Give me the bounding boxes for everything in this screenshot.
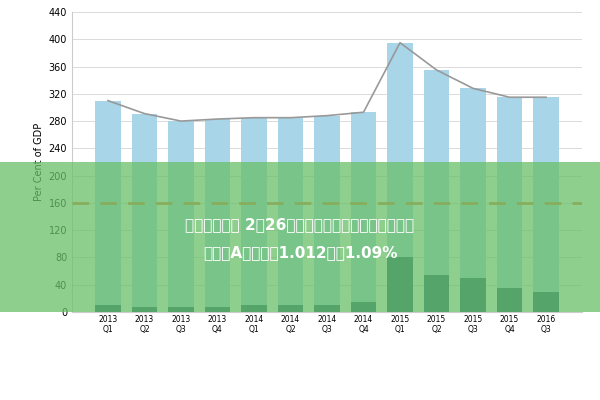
Text: 黄金配资门户 2月26日基金净値：泉果思源三年持有: 黄金配资门户 2月26日基金净値：泉果思源三年持有 bbox=[185, 218, 415, 232]
Bar bbox=[387, 258, 413, 312]
Bar bbox=[460, 278, 486, 312]
Bar bbox=[351, 302, 376, 312]
Bar bbox=[241, 118, 267, 305]
Bar bbox=[351, 112, 376, 302]
Bar bbox=[497, 288, 523, 312]
Bar bbox=[314, 305, 340, 312]
Bar bbox=[205, 306, 230, 312]
Bar bbox=[95, 101, 121, 305]
Y-axis label: Per Cent of GDP: Per Cent of GDP bbox=[34, 123, 44, 201]
Bar bbox=[131, 306, 157, 312]
Bar bbox=[131, 114, 157, 306]
Bar bbox=[95, 305, 121, 312]
Bar bbox=[205, 119, 230, 306]
Bar bbox=[314, 116, 340, 305]
Bar bbox=[497, 97, 523, 288]
Bar bbox=[168, 121, 194, 306]
Text: 期混合A最新净値1.012，涨1.09%: 期混合A最新净値1.012，涨1.09% bbox=[203, 246, 397, 260]
Bar bbox=[241, 305, 267, 312]
Bar bbox=[533, 97, 559, 292]
Bar bbox=[278, 118, 303, 305]
Bar bbox=[168, 306, 194, 312]
Bar bbox=[533, 292, 559, 312]
Bar bbox=[387, 43, 413, 258]
Bar bbox=[278, 305, 303, 312]
Bar bbox=[424, 70, 449, 274]
Bar bbox=[424, 274, 449, 312]
Bar bbox=[460, 88, 486, 278]
